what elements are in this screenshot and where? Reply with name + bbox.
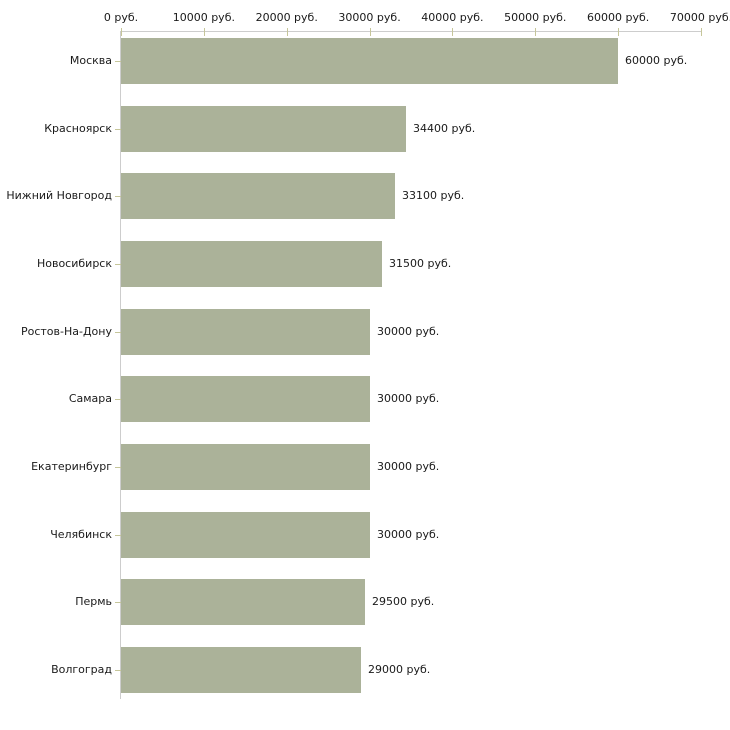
category-label: Ростов-На-Дону <box>20 325 112 338</box>
bar <box>121 241 382 287</box>
y-axis-tick-mark <box>115 61 121 62</box>
bar <box>121 173 395 219</box>
y-axis-tick-mark <box>115 670 121 671</box>
x-axis-tick-label: 30000 руб. <box>338 11 401 24</box>
x-axis-tick-label: 40000 руб. <box>421 11 484 24</box>
value-label: 29500 руб. <box>372 595 435 608</box>
value-label: 60000 руб. <box>625 54 688 67</box>
x-axis-tick-label: 60000 руб. <box>587 11 650 24</box>
y-axis-tick-mark <box>115 535 121 536</box>
x-axis-tick-mark <box>618 28 620 36</box>
value-label: 30000 руб. <box>377 392 440 405</box>
value-label: 30000 руб. <box>377 325 440 338</box>
category-label: Красноярск <box>44 122 112 135</box>
x-axis-tick-label: 70000 руб. <box>669 11 730 24</box>
bar <box>121 309 370 355</box>
value-label: 31500 руб. <box>389 257 452 270</box>
category-label: Москва <box>69 54 112 67</box>
x-axis-tick-label: 0 руб. <box>103 11 139 24</box>
category-label: Пермь <box>75 595 112 608</box>
category-label: Нижний Новгород <box>6 189 112 202</box>
x-axis-tick-mark <box>203 28 205 36</box>
y-axis-tick-mark <box>115 332 121 333</box>
bar <box>121 647 361 693</box>
x-axis-tick-label: 50000 руб. <box>504 11 567 24</box>
x-axis-tick-mark <box>121 28 122 36</box>
bar <box>121 38 618 84</box>
x-axis-tick-mark <box>535 28 537 36</box>
x-axis-tick-mark <box>701 28 702 36</box>
category-label: Челябинск <box>50 528 112 541</box>
y-axis-tick-mark <box>115 196 121 197</box>
value-label: 30000 руб. <box>377 460 440 473</box>
category-label: Новосибирск <box>36 257 112 270</box>
y-axis-line <box>120 31 121 699</box>
x-axis-line <box>121 31 702 32</box>
value-label: 29000 руб. <box>368 663 431 676</box>
x-axis-tick-label: 20000 руб. <box>255 11 318 24</box>
bar <box>121 376 370 422</box>
y-axis-tick-mark <box>115 602 121 603</box>
category-label: Волгоград <box>51 663 112 676</box>
bar <box>121 512 370 558</box>
y-axis-tick-mark <box>115 264 121 265</box>
bar <box>121 579 365 625</box>
value-label: 33100 руб. <box>402 189 465 202</box>
x-axis-tick-mark <box>369 28 371 36</box>
bar <box>121 444 370 490</box>
value-label: 30000 руб. <box>377 528 440 541</box>
category-label: Самара <box>68 392 112 405</box>
category-label: Екатеринбург <box>31 460 112 473</box>
x-axis-tick-mark <box>452 28 454 36</box>
x-axis-tick-mark <box>286 28 288 36</box>
y-axis-tick-mark <box>115 467 121 468</box>
bar <box>121 106 406 152</box>
x-axis-tick-label: 10000 руб. <box>172 11 235 24</box>
value-label: 34400 руб. <box>413 122 476 135</box>
y-axis-tick-mark <box>115 129 121 130</box>
y-axis-tick-mark <box>115 399 121 400</box>
